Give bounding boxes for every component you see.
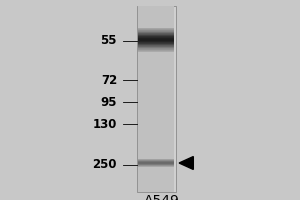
Bar — [138, 164, 174, 165]
Bar — [138, 161, 174, 162]
Bar — [138, 36, 174, 37]
Bar — [138, 48, 174, 49]
Bar — [138, 42, 174, 43]
Text: 55: 55 — [100, 34, 117, 47]
Text: 130: 130 — [93, 117, 117, 130]
Bar — [138, 6, 174, 192]
Bar — [138, 35, 174, 36]
Text: 72: 72 — [101, 73, 117, 86]
Text: 250: 250 — [92, 158, 117, 171]
Bar — [138, 38, 174, 39]
Bar — [138, 46, 174, 47]
Bar — [138, 44, 174, 45]
Bar — [138, 165, 174, 166]
Bar — [138, 162, 174, 163]
Text: A549: A549 — [144, 194, 180, 200]
Polygon shape — [179, 157, 193, 169]
Bar — [138, 37, 174, 38]
Bar — [138, 30, 174, 31]
Bar — [138, 51, 174, 52]
Bar — [138, 28, 174, 29]
Bar — [138, 34, 174, 35]
Bar — [138, 40, 174, 41]
Bar — [138, 39, 174, 40]
Bar — [136, 6, 176, 192]
Bar — [138, 163, 174, 164]
Bar — [138, 33, 174, 34]
Bar — [138, 166, 174, 167]
Bar — [138, 159, 174, 160]
Bar — [138, 32, 174, 33]
Bar — [138, 49, 174, 50]
Bar — [138, 45, 174, 46]
Bar — [138, 31, 174, 32]
Bar — [138, 160, 174, 161]
Bar — [138, 43, 174, 44]
Bar — [138, 29, 174, 30]
Bar — [138, 50, 174, 51]
Bar — [138, 41, 174, 42]
Bar — [138, 47, 174, 48]
Text: 95: 95 — [100, 96, 117, 108]
